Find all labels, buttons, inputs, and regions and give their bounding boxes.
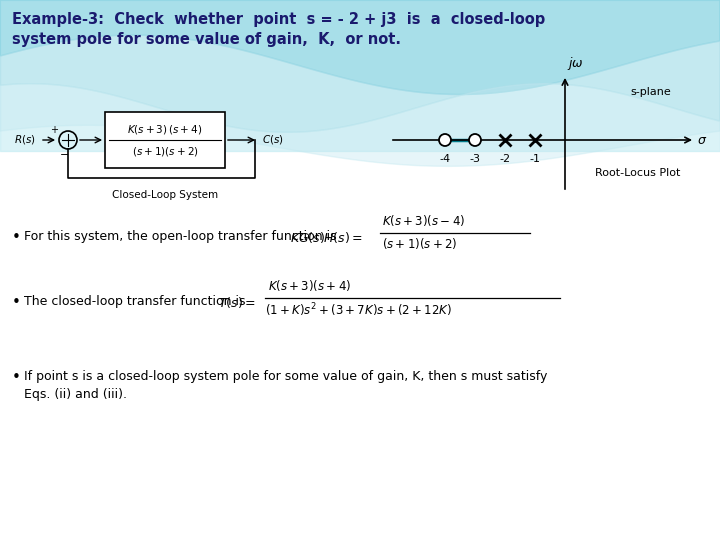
Text: s-plane: s-plane xyxy=(630,87,671,97)
Text: $K(s+3)(s-4)$: $K(s+3)(s-4)$ xyxy=(382,213,465,228)
Text: system pole for some value of gain,  K,  or not.: system pole for some value of gain, K, o… xyxy=(12,32,401,47)
Text: -1: -1 xyxy=(529,154,541,164)
Text: -4: -4 xyxy=(439,154,451,164)
Text: If point s is a closed-loop system pole for some value of gain, K, then s must s: If point s is a closed-loop system pole … xyxy=(24,370,547,383)
Text: +: + xyxy=(50,125,58,135)
Text: The closed-loop transfer function is: The closed-loop transfer function is xyxy=(24,295,250,308)
Text: Example-3:  Check  whether  point  s = - 2 + j3  is  a  closed-loop: Example-3: Check whether point s = - 2 +… xyxy=(12,12,545,27)
Text: -3: -3 xyxy=(469,154,480,164)
Text: Eqs. (ii) and (iii).: Eqs. (ii) and (iii). xyxy=(24,388,127,401)
Circle shape xyxy=(469,134,481,146)
Text: -2: -2 xyxy=(500,154,510,164)
Circle shape xyxy=(439,134,451,146)
Text: •: • xyxy=(12,370,21,385)
Text: $KG(s)H(s) =$: $KG(s)H(s) =$ xyxy=(290,230,363,245)
Text: •: • xyxy=(12,295,21,310)
Text: $R(s)$: $R(s)$ xyxy=(14,133,36,146)
Text: For this system, the open-loop transfer function is: For this system, the open-loop transfer … xyxy=(24,230,341,243)
FancyBboxPatch shape xyxy=(105,112,225,168)
Text: $K(s+3)\,(s+4)$: $K(s+3)\,(s+4)$ xyxy=(127,124,202,137)
Text: $(s+1)(s+2)$: $(s+1)(s+2)$ xyxy=(132,145,199,159)
Text: •: • xyxy=(12,230,21,245)
Text: $C(s)$: $C(s)$ xyxy=(262,133,284,146)
Text: $(s+1)(s+2)$: $(s+1)(s+2)$ xyxy=(382,236,457,251)
Text: −: − xyxy=(60,150,70,160)
Text: $T(s) =$: $T(s) =$ xyxy=(218,295,256,310)
Text: Root-Locus Plot: Root-Locus Plot xyxy=(595,168,680,178)
Text: $K(s+3)(s+4)$: $K(s+3)(s+4)$ xyxy=(268,278,351,293)
Text: $j\omega$: $j\omega$ xyxy=(567,55,584,72)
Text: $\sigma$: $\sigma$ xyxy=(697,133,707,146)
Text: $(1+K)s^2+(3+7K)s+(2+12K)$: $(1+K)s^2+(3+7K)s+(2+12K)$ xyxy=(265,301,452,319)
Text: Closed-Loop System: Closed-Loop System xyxy=(112,190,218,200)
